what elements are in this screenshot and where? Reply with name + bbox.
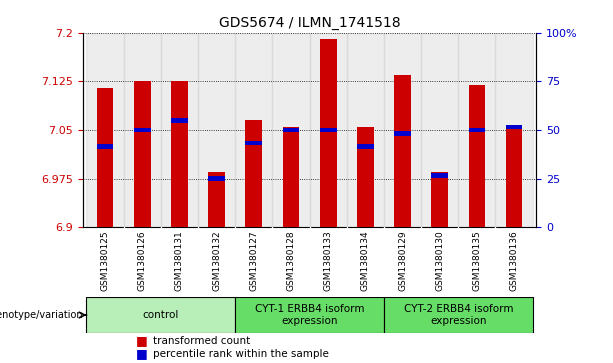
Bar [97, 144, 113, 148]
Bar [134, 81, 151, 227]
Text: GSM1380130: GSM1380130 [435, 230, 444, 291]
Text: GSM1380134: GSM1380134 [361, 230, 370, 291]
Bar [86, 33, 124, 227]
Text: GSM1380127: GSM1380127 [249, 230, 258, 291]
Bar [134, 128, 151, 132]
FancyBboxPatch shape [235, 297, 384, 333]
Text: GSM1380133: GSM1380133 [324, 230, 333, 291]
Text: genotype/variation: genotype/variation [0, 310, 83, 320]
Bar [171, 81, 188, 227]
Bar [198, 33, 235, 227]
Bar [495, 33, 533, 227]
Bar [468, 128, 485, 132]
Text: GSM1380132: GSM1380132 [212, 230, 221, 291]
Bar [347, 33, 384, 227]
Bar [283, 128, 299, 132]
Bar [171, 118, 188, 123]
Bar [97, 88, 113, 227]
Text: GSM1380131: GSM1380131 [175, 230, 184, 291]
Text: GSM1380136: GSM1380136 [509, 230, 519, 291]
Bar [310, 33, 347, 227]
Bar [208, 172, 225, 227]
Bar [459, 33, 495, 227]
Text: CYT-2 ERBB4 isoform
expression: CYT-2 ERBB4 isoform expression [403, 304, 513, 326]
Bar [421, 33, 459, 227]
Bar [384, 33, 421, 227]
Bar [394, 131, 411, 135]
Text: GSM1380125: GSM1380125 [101, 230, 110, 291]
Bar [320, 39, 337, 227]
Bar [432, 173, 448, 178]
Bar [468, 85, 485, 227]
Bar [161, 33, 198, 227]
Text: ■: ■ [136, 347, 148, 360]
Bar [245, 120, 262, 227]
Bar [432, 172, 448, 227]
Text: GSM1380129: GSM1380129 [398, 230, 407, 291]
Bar [272, 33, 310, 227]
Title: GDS5674 / ILMN_1741518: GDS5674 / ILMN_1741518 [219, 16, 400, 30]
Bar [245, 141, 262, 145]
Text: CYT-1 ERBB4 isoform
expression: CYT-1 ERBB4 isoform expression [255, 304, 364, 326]
Text: percentile rank within the sample: percentile rank within the sample [153, 348, 329, 359]
Bar [506, 127, 522, 227]
Bar [320, 128, 337, 132]
FancyBboxPatch shape [384, 297, 533, 333]
Bar [394, 75, 411, 227]
Bar [357, 144, 374, 148]
Bar [124, 33, 161, 227]
Bar [506, 125, 522, 129]
Bar [208, 176, 225, 181]
Bar [357, 127, 374, 227]
Text: control: control [143, 310, 179, 320]
Text: GSM1380128: GSM1380128 [286, 230, 295, 291]
Text: transformed count: transformed count [153, 336, 250, 346]
FancyBboxPatch shape [86, 297, 235, 333]
Text: GSM1380126: GSM1380126 [138, 230, 147, 291]
Bar [283, 127, 299, 227]
Bar [235, 33, 272, 227]
Text: GSM1380135: GSM1380135 [473, 230, 481, 291]
Text: ■: ■ [136, 334, 148, 347]
